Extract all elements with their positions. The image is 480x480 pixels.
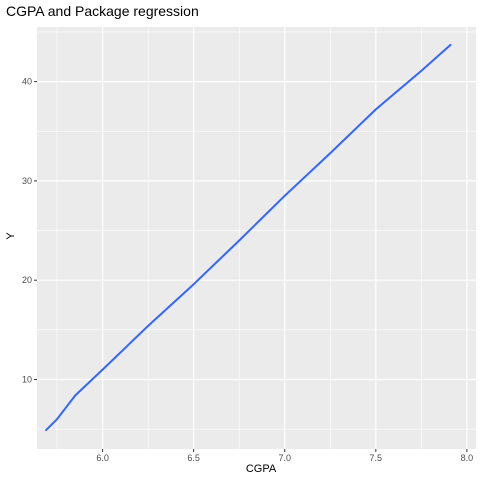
regression-line [45, 43, 452, 432]
series-layer [45, 43, 452, 432]
x-tick-label: 7.5 [370, 453, 383, 463]
chart-title: CGPA and Package regression [6, 3, 199, 19]
grid-minor [37, 27, 476, 449]
x-axis-title: CGPA [246, 463, 277, 475]
axis-ticks: 6.0 6.5 7.0 7.5 8.0 10 20 30 40 [22, 77, 473, 463]
plot-panel [37, 27, 476, 449]
y-tick-label: 20 [22, 275, 32, 285]
x-tick-label: 6.0 [96, 453, 109, 463]
grid-major [37, 27, 476, 449]
x-tick-label: 7.0 [278, 453, 291, 463]
y-tick-label: 10 [22, 374, 32, 384]
y-tick-label: 40 [22, 77, 32, 87]
x-tick-label: 8.0 [461, 453, 474, 463]
x-tick-label: 6.5 [187, 453, 200, 463]
y-tick-label: 30 [22, 176, 32, 186]
y-axis-title: Y [5, 232, 17, 240]
